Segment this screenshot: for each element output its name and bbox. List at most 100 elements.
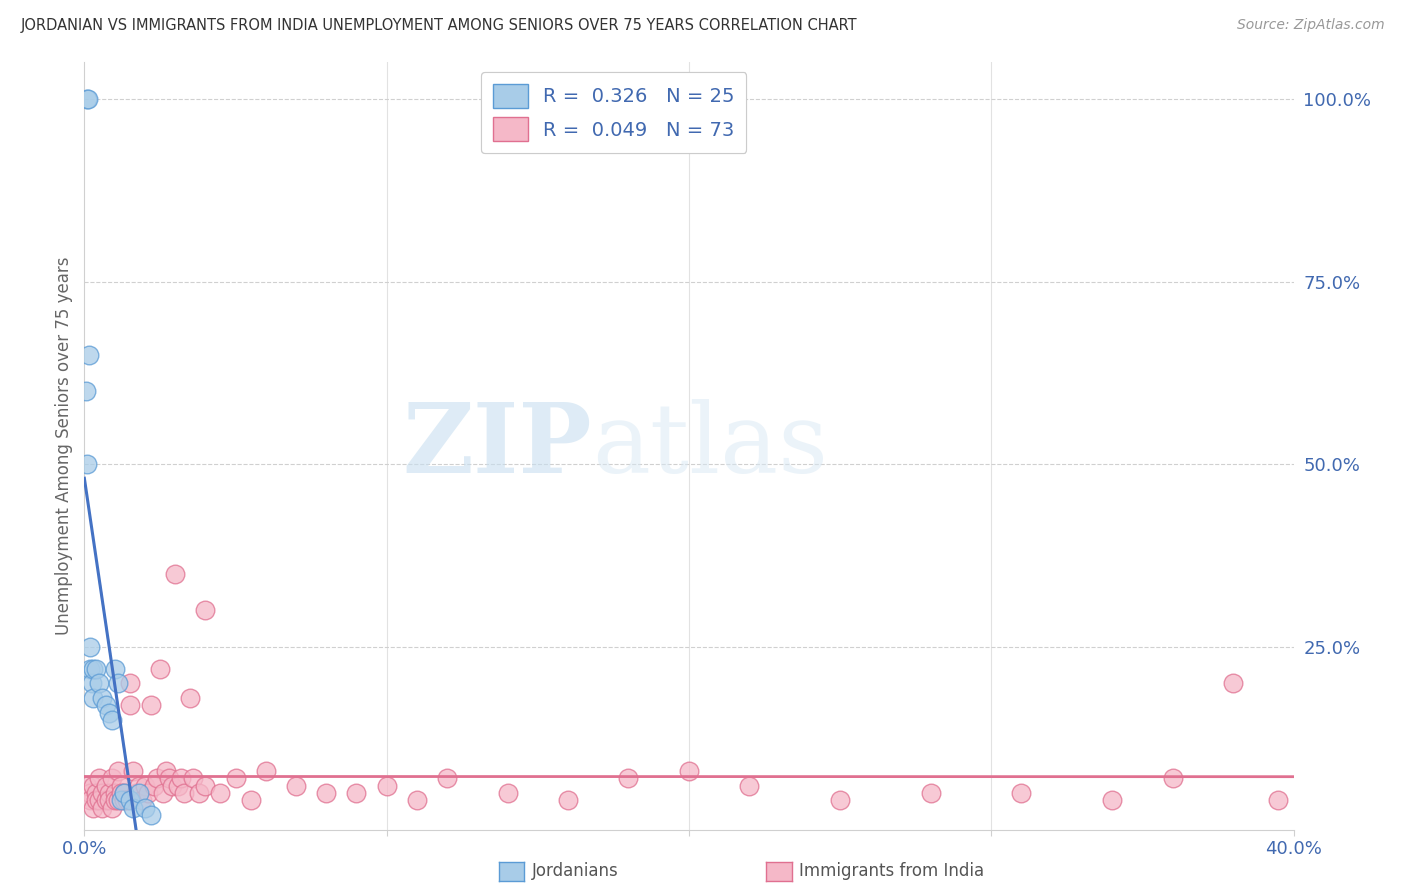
Point: [406, 793, 429, 807]
Point: [375, 779, 398, 793]
Point: [75, 384, 97, 399]
Point: [239, 793, 262, 807]
Text: JORDANIAN VS IMMIGRANTS FROM INDIA UNEMPLOYMENT AMONG SENIORS OVER 75 YEARS CORR: JORDANIAN VS IMMIGRANTS FROM INDIA UNEMP…: [21, 18, 858, 33]
Point: [118, 698, 141, 713]
Point: [165, 566, 187, 581]
Point: [121, 764, 143, 778]
Point: [142, 779, 165, 793]
Point: [131, 793, 153, 807]
Point: [920, 786, 942, 800]
Point: [194, 779, 217, 793]
Point: [146, 772, 169, 786]
Point: [86, 793, 108, 807]
Point: [89, 793, 111, 807]
Point: [346, 786, 368, 800]
Point: [128, 786, 150, 800]
Point: [79, 640, 101, 654]
Text: Source: ZipAtlas.com: Source: ZipAtlas.com: [1237, 18, 1385, 32]
Point: [121, 800, 143, 814]
Point: [104, 793, 127, 807]
Point: [118, 676, 141, 690]
Point: [104, 786, 127, 800]
Point: [170, 772, 193, 786]
Y-axis label: Unemployment Among Seniors over 75 years: Unemployment Among Seniors over 75 years: [55, 257, 73, 635]
Point: [100, 772, 122, 786]
Point: [134, 800, 156, 814]
Point: [315, 786, 337, 800]
Point: [209, 786, 232, 800]
Point: [173, 786, 195, 800]
Point: [157, 772, 180, 786]
Point: [738, 779, 761, 793]
Point: [134, 779, 156, 793]
Point: [107, 764, 129, 778]
Point: [617, 772, 640, 786]
Point: [254, 764, 277, 778]
Point: [97, 786, 120, 800]
Point: [82, 800, 104, 814]
Point: [79, 662, 101, 676]
Point: [110, 786, 132, 800]
Point: [188, 786, 211, 800]
Point: [225, 772, 247, 786]
Point: [97, 706, 120, 720]
Point: [110, 793, 132, 807]
Point: [115, 793, 138, 807]
Point: [79, 786, 101, 800]
Point: [155, 764, 177, 778]
Point: [89, 772, 111, 786]
Point: [86, 786, 108, 800]
Point: [139, 808, 162, 822]
Text: Jordanians: Jordanians: [531, 863, 619, 880]
Point: [1161, 772, 1184, 786]
Point: [100, 713, 122, 727]
Point: [149, 662, 172, 676]
Point: [79, 793, 101, 807]
Point: [100, 800, 122, 814]
Point: [152, 786, 174, 800]
Point: [80, 676, 103, 690]
Point: [76, 457, 98, 471]
Point: [104, 662, 127, 676]
Point: [82, 662, 104, 676]
Point: [181, 772, 204, 786]
Point: [678, 764, 700, 778]
Point: [285, 779, 308, 793]
Text: atlas: atlas: [592, 399, 828, 493]
Point: [1011, 786, 1033, 800]
Point: [128, 779, 150, 793]
Point: [125, 786, 148, 800]
Point: [112, 786, 135, 800]
Point: [91, 691, 114, 706]
Point: [194, 603, 217, 617]
Point: [94, 698, 117, 713]
Point: [1101, 793, 1123, 807]
Point: [1267, 793, 1289, 807]
Point: [830, 793, 852, 807]
Point: [496, 786, 519, 800]
Point: [82, 691, 104, 706]
Text: ZIP: ZIP: [402, 399, 592, 493]
Point: [436, 772, 458, 786]
Point: [76, 92, 98, 106]
Point: [77, 92, 100, 106]
Point: [167, 779, 190, 793]
Point: [107, 793, 129, 807]
Point: [76, 779, 98, 793]
Point: [107, 676, 129, 690]
Point: [91, 800, 114, 814]
Point: [77, 348, 100, 362]
Point: [94, 779, 117, 793]
Point: [136, 786, 159, 800]
Point: [160, 779, 183, 793]
Point: [82, 779, 104, 793]
Point: [86, 662, 108, 676]
Legend: R =  0.326   N = 25, R =  0.049   N = 73: R = 0.326 N = 25, R = 0.049 N = 73: [481, 72, 747, 153]
Point: [139, 698, 162, 713]
Point: [557, 793, 579, 807]
Point: [91, 786, 114, 800]
Point: [179, 691, 201, 706]
Point: [97, 793, 120, 807]
Point: [112, 786, 135, 800]
Point: [89, 676, 111, 690]
